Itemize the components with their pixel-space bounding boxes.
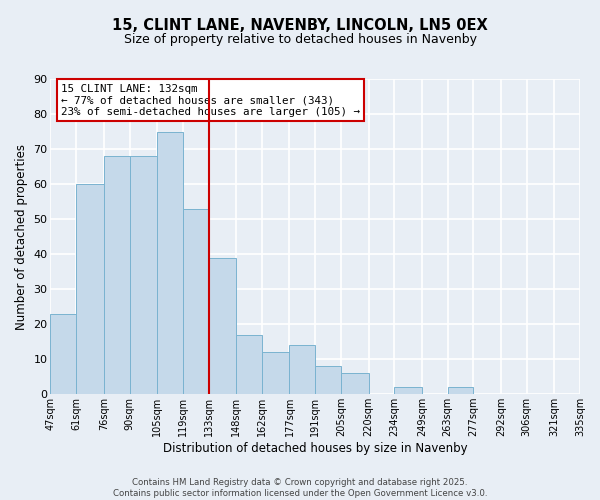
Bar [183,208,209,394]
Bar [50,314,76,394]
Bar [157,132,183,394]
Bar [394,387,422,394]
Bar [76,184,104,394]
Text: 15 CLINT LANE: 132sqm
← 77% of detached houses are smaller (343)
23% of semi-det: 15 CLINT LANE: 132sqm ← 77% of detached … [61,84,360,117]
Bar [262,352,289,394]
Bar [104,156,130,394]
Text: Contains HM Land Registry data © Crown copyright and database right 2025.
Contai: Contains HM Land Registry data © Crown c… [113,478,487,498]
Bar [315,366,341,394]
Bar [130,156,157,394]
Bar [236,334,262,394]
Text: Size of property relative to detached houses in Navenby: Size of property relative to detached ho… [124,32,476,46]
Bar [209,258,236,394]
Bar [289,345,315,394]
Y-axis label: Number of detached properties: Number of detached properties [15,144,28,330]
Text: 15, CLINT LANE, NAVENBY, LINCOLN, LN5 0EX: 15, CLINT LANE, NAVENBY, LINCOLN, LN5 0E… [112,18,488,32]
Bar [341,373,368,394]
X-axis label: Distribution of detached houses by size in Navenby: Distribution of detached houses by size … [163,442,467,455]
Bar [448,387,473,394]
